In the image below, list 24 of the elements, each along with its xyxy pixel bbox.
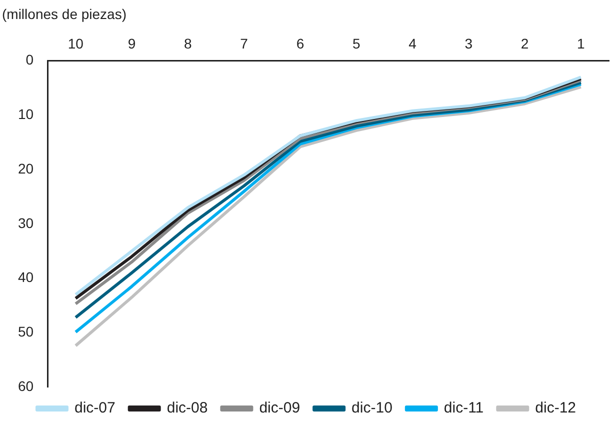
y-tick-label: 0 (26, 52, 34, 68)
legend-label: dic-09 (259, 400, 300, 417)
y-tick-label: 50 (18, 323, 34, 340)
legend-label: dic-11 (444, 400, 484, 417)
y-axis-title: (millones de piezas) (2, 6, 126, 22)
x-tick-label: 7 (240, 35, 248, 52)
x-tick-label: 2 (520, 35, 529, 52)
x-tick-label: 10 (68, 35, 84, 52)
legend-label: dic-12 (535, 400, 576, 417)
x-tick-label: 9 (128, 35, 136, 52)
legend-label: dic-08 (166, 400, 208, 417)
x-tick-label: 6 (296, 35, 304, 52)
y-tick-label: 20 (18, 160, 34, 176)
x-tick-label: 1 (577, 35, 586, 52)
y-tick-label: 40 (18, 269, 34, 286)
x-tick-label: 4 (408, 35, 417, 52)
y-tick-label: 10 (18, 106, 34, 122)
x-tick-label: 3 (464, 35, 473, 52)
x-tick-label: 8 (184, 35, 192, 52)
x-tick-label: 5 (352, 35, 360, 52)
y-tick-label: 60 (18, 378, 34, 394)
legend-label: dic-07 (74, 400, 116, 417)
legend-label: dic-10 (352, 400, 392, 417)
y-tick-label: 30 (18, 214, 34, 231)
